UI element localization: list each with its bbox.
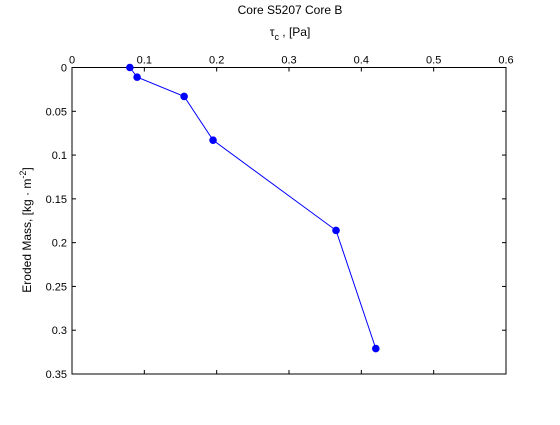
series-layer — [126, 63, 380, 353]
y-tick-label: 0.25 — [46, 281, 67, 293]
x-axis-label-rest: , [Pa] — [279, 25, 310, 39]
data-point — [126, 63, 134, 72]
x-axis-label-subscript: c — [274, 32, 279, 42]
y-axis-label: Eroded Mass, [kg · m-2] — [18, 167, 34, 292]
x-tick-label: 0 — [69, 55, 75, 67]
y-tick-label: 0.15 — [46, 194, 67, 206]
data-point — [133, 73, 141, 81]
data-point — [332, 226, 340, 235]
x-tick-label: 0.3 — [281, 55, 296, 67]
x-axis-ticks: 0 0.1 0.2 0.3 0.4 0.5 0.6 — [69, 55, 514, 374]
x-tick-label: 0.2 — [209, 55, 224, 67]
y-axis-ticks: 0 0.05 0.1 0.15 0.2 0.25 0.3 0.35 — [46, 63, 506, 381]
plot-area-frame — [71, 67, 507, 375]
y-tick-label: 0.05 — [46, 106, 67, 118]
y-axis-label-end: ] — [20, 167, 34, 170]
data-point — [180, 92, 188, 101]
x-axis-label-symbol: τ — [270, 25, 275, 39]
y-axis-label-main: Eroded Mass, [kg · m — [20, 179, 34, 293]
x-tick-label: 0.1 — [137, 55, 152, 67]
y-tick-label: 0 — [61, 63, 67, 75]
y-tick-label: 0.3 — [52, 325, 67, 337]
chart-title: Core S5207 Core B — [238, 3, 343, 17]
x-tick-label: 0.5 — [426, 55, 441, 67]
y-tick-label: 0.35 — [46, 369, 67, 381]
x-tick-label: 0.4 — [354, 55, 369, 67]
y-axis-label-superscript: -2 — [18, 171, 28, 179]
y-tick-label: 0.2 — [52, 238, 67, 250]
data-point — [209, 136, 217, 144]
x-tick-label: 0.6 — [498, 55, 513, 67]
y-tick-label: 0.1 — [52, 150, 67, 162]
data-point — [372, 344, 380, 353]
x-axis-label: τc , [Pa] — [270, 25, 311, 42]
